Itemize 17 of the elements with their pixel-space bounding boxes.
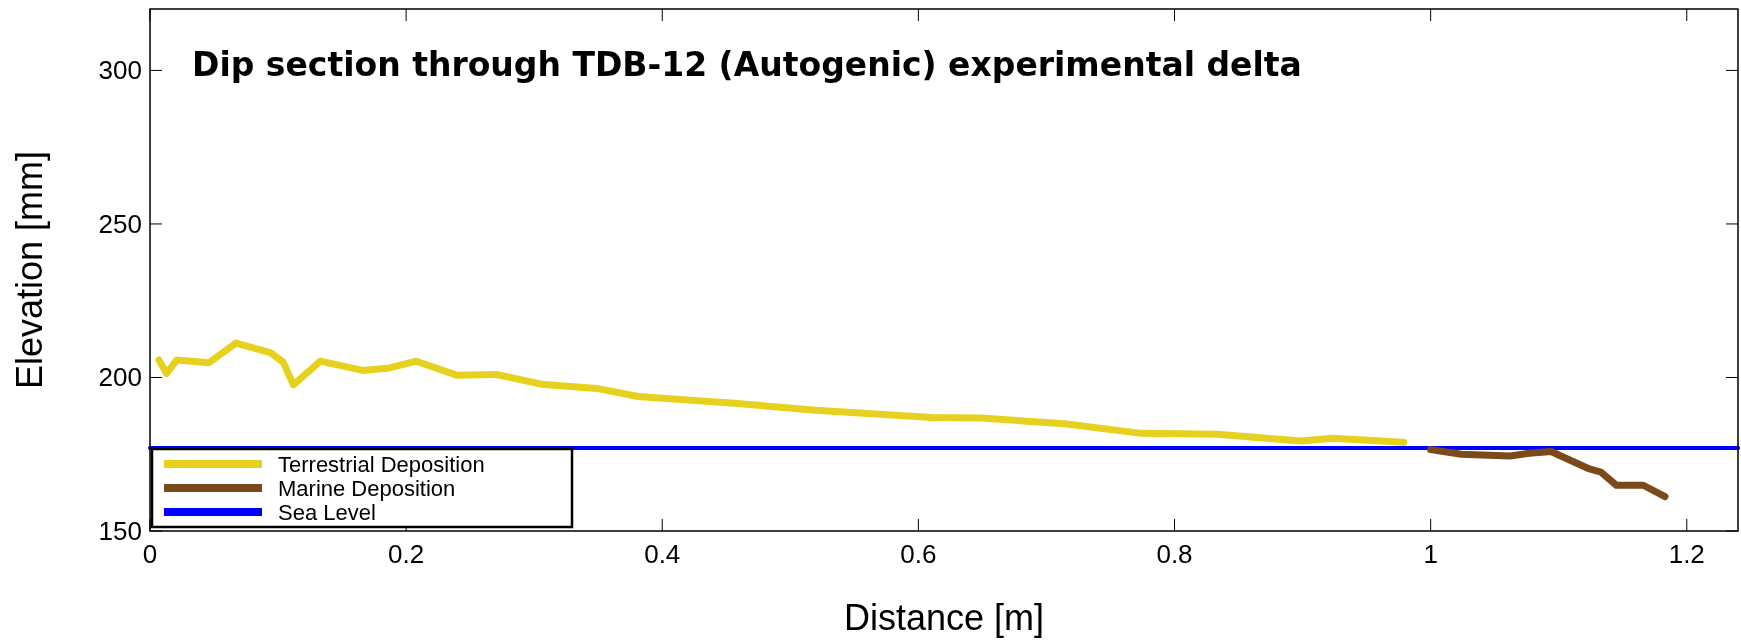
y-tick-label: 250 [98,208,142,239]
x-tick-label: 0.8 [1156,539,1193,569]
x-axis-title: Distance [m] [843,597,1045,638]
legend-label: Sea Level [278,500,376,525]
x-tick-label: 0.6 [900,539,937,569]
x-tick-label: 0.2 [388,539,425,569]
x-tick-label: 1 [1423,539,1438,569]
y-tick-label: 150 [98,516,142,546]
x-tick-label: 0.4 [644,539,681,569]
x-tick-label: 1.2 [1668,539,1705,569]
text: Dip section through TDB-12 (Autogenic) experimental delta [192,45,1302,84]
x-tick-label: 0 [142,539,158,569]
y-axis-title: Elevation [mm] [9,150,50,390]
y-tick-label: 300 [98,55,142,86]
y-tick-label: 200 [98,362,142,393]
legend-label: Marine Deposition [278,476,456,501]
legend-label: Terrestrial Deposition [278,452,485,477]
